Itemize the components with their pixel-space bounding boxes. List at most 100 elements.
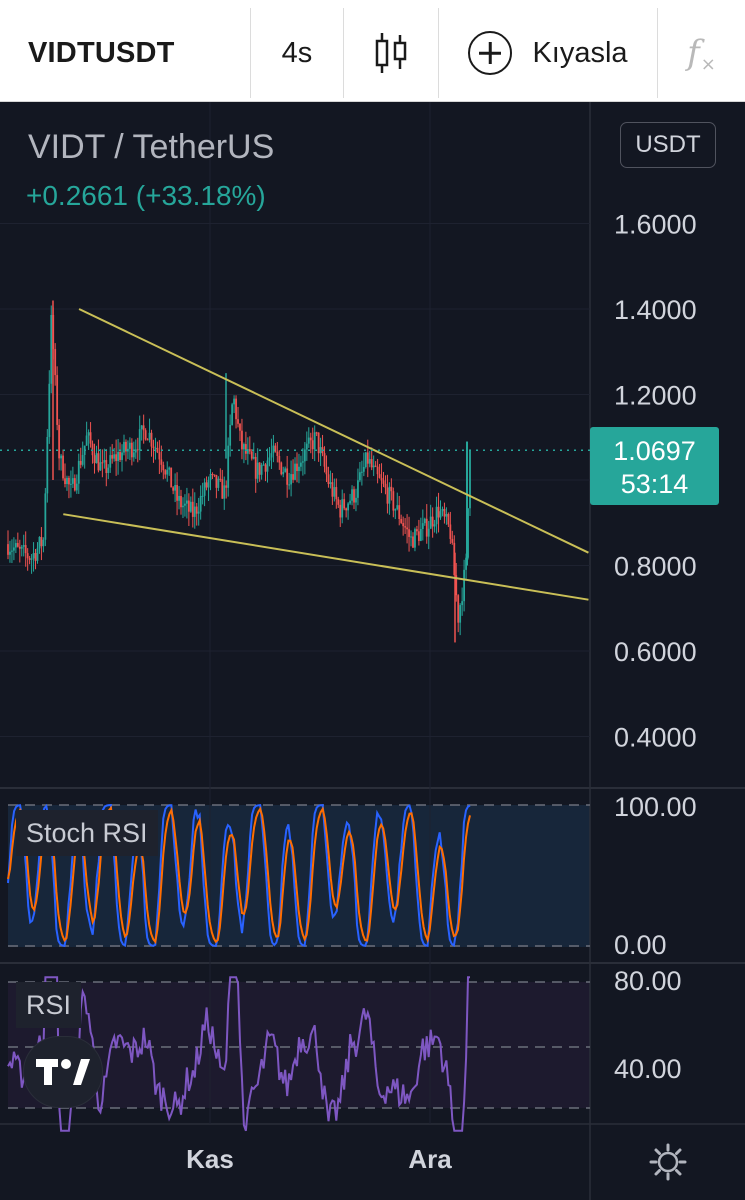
candle-body	[26, 553, 29, 559]
candle-body	[368, 459, 371, 464]
candle-body	[174, 485, 177, 491]
candle-body	[12, 547, 15, 551]
candle-body	[48, 383, 51, 438]
chart-canvas[interactable]: 1.60001.40001.20001.00000.80000.60000.40…	[0, 102, 745, 1200]
candle-body	[364, 452, 367, 468]
compare-button[interactable]: Kıyasla	[439, 8, 657, 98]
candle-body	[215, 475, 218, 488]
candle-body	[119, 452, 121, 460]
candle-body	[16, 543, 19, 547]
candle-body	[351, 489, 353, 501]
candle-body	[410, 536, 412, 538]
candle-body	[180, 495, 182, 508]
candle-body	[239, 423, 241, 431]
candle-body	[156, 447, 159, 453]
candle-body	[284, 468, 287, 472]
candle-body	[105, 460, 108, 474]
candle-body	[162, 464, 165, 471]
tradingview-logo[interactable]	[23, 1036, 103, 1108]
candle-body	[121, 452, 123, 460]
toolbar-divider	[343, 8, 344, 98]
candle-body	[136, 449, 139, 451]
candle-body	[307, 437, 310, 444]
candle-body	[97, 453, 100, 471]
candle-body	[56, 375, 59, 425]
candle-body	[176, 485, 178, 501]
indicators-button[interactable]: f ×	[687, 33, 716, 75]
candle-body	[70, 483, 72, 485]
rsi-legend[interactable]: RSI	[16, 982, 82, 1028]
bar-countdown: 53:14	[620, 469, 689, 499]
candle-body	[248, 449, 251, 452]
candle-body	[201, 495, 204, 497]
candle-body	[107, 467, 110, 474]
candle-body	[317, 432, 320, 454]
candle-body	[71, 478, 74, 484]
compare-label: Kıyasla	[532, 36, 628, 69]
candle-body	[40, 537, 43, 547]
candle-body	[243, 444, 245, 450]
candle-body	[193, 506, 196, 517]
time-axis[interactable]: Kas Ara	[0, 1124, 590, 1200]
candle-body	[339, 504, 342, 518]
candle-body	[36, 548, 39, 561]
candle-body	[337, 499, 340, 505]
fx-icon: f	[687, 33, 700, 73]
trendlines[interactable]	[63, 308, 589, 601]
candle-body	[398, 505, 401, 520]
candle-body	[128, 442, 131, 449]
candle-body	[34, 553, 37, 561]
chart-area[interactable]: 1.60001.40001.20001.00000.80000.60000.40…	[0, 102, 745, 1200]
stoch-tick-label: 0.00	[614, 930, 667, 960]
candle-body	[341, 499, 344, 518]
candle-body	[58, 424, 61, 459]
candle-body	[18, 546, 21, 549]
stoch-k-line	[7, 803, 471, 948]
chart-type-button[interactable]	[344, 8, 438, 98]
candle-body	[400, 519, 403, 524]
candle-body	[390, 486, 393, 492]
candle-body	[260, 464, 263, 475]
gear-icon	[649, 1143, 686, 1181]
candle-body	[262, 464, 265, 466]
candle-body	[250, 451, 253, 459]
candle-body	[205, 482, 208, 488]
candle-body	[384, 483, 387, 488]
candle-body	[62, 455, 64, 479]
candle-body	[140, 425, 143, 430]
candle-body	[264, 464, 267, 472]
candle-body	[42, 539, 45, 547]
candle-body	[233, 398, 235, 405]
candle-body	[164, 470, 167, 475]
candle-body	[44, 493, 47, 540]
candle-body	[315, 432, 318, 434]
candle-body	[113, 454, 116, 459]
candle-body	[30, 558, 33, 560]
candle-body	[199, 495, 202, 512]
candle-body	[252, 456, 255, 459]
candle-body	[372, 465, 375, 468]
candle-body	[138, 429, 141, 450]
trendline	[63, 513, 589, 601]
candle-body	[319, 447, 322, 454]
symbol-button[interactable]: VIDTUSDT	[28, 36, 175, 69]
candle-body	[463, 569, 466, 602]
chart-settings-button[interactable]	[590, 1124, 745, 1200]
candle-body	[148, 432, 151, 440]
candle-body	[447, 513, 450, 525]
candle-body	[309, 437, 312, 441]
candle-body	[343, 499, 346, 509]
candle-body	[91, 443, 94, 456]
candle-body	[73, 478, 76, 491]
candle-body	[66, 477, 68, 485]
candle-body	[347, 503, 350, 511]
stoch-rsi-legend[interactable]: Stoch RSI	[16, 810, 158, 856]
rsi-line	[7, 976, 470, 1132]
candle-body	[152, 446, 155, 448]
candle-body	[392, 491, 395, 511]
candle-body	[416, 529, 418, 532]
interval-button[interactable]: 4s	[281, 36, 313, 69]
currency-button[interactable]: USDT	[620, 122, 716, 168]
candle-body	[75, 483, 78, 491]
candle-body	[345, 508, 348, 511]
